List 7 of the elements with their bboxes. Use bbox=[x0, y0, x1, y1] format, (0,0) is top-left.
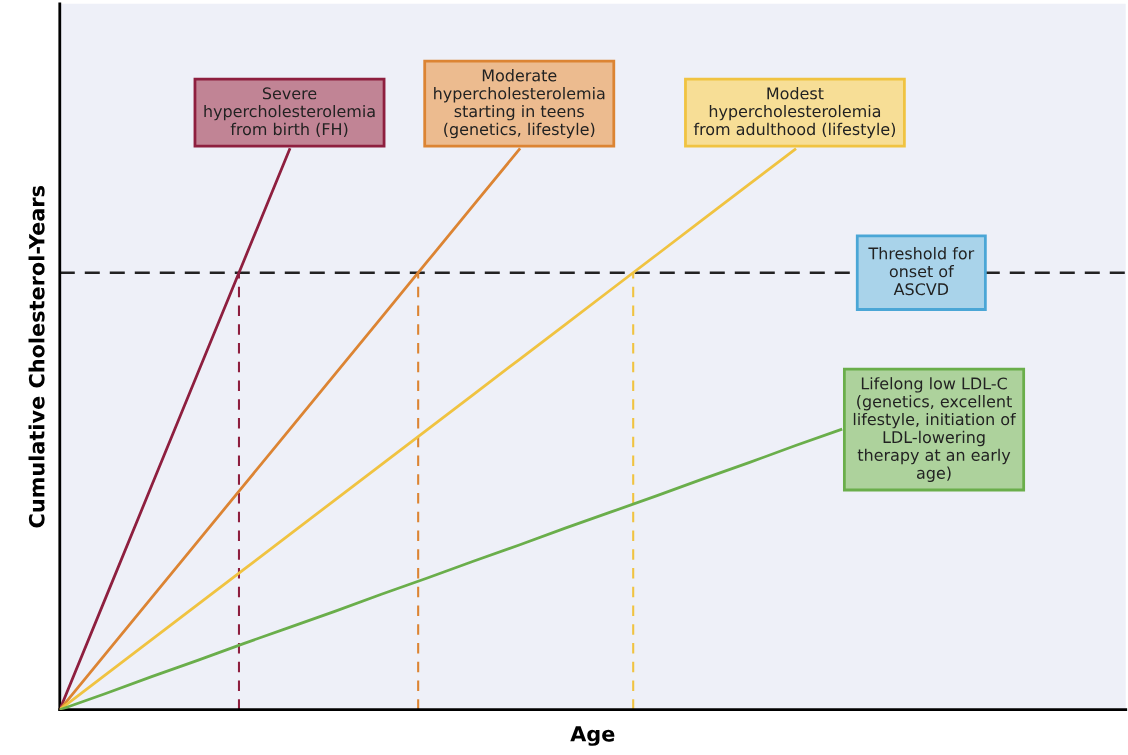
x-axis-title: Age bbox=[570, 726, 615, 746]
text: Moderate hypercholesterolemia starting in teens (genetics, lifestyle) bbox=[434, 69, 605, 139]
y-axis-title: Cumulative Cholesterol-Years bbox=[28, 185, 45, 528]
text: Severe hypercholesterolemia from birth (FH) bbox=[204, 87, 375, 138]
text: Modest hypercholesterolemia from adulthood (lifestyle) bbox=[693, 87, 896, 139]
series-label: Lifelong low LDL-C (genetics, excellent lifestyle, initiation of LDL-lowering therapy at an early age) bbox=[853, 377, 1016, 483]
ref-line-label: Threshold for onset of ASCVD bbox=[868, 247, 975, 296]
